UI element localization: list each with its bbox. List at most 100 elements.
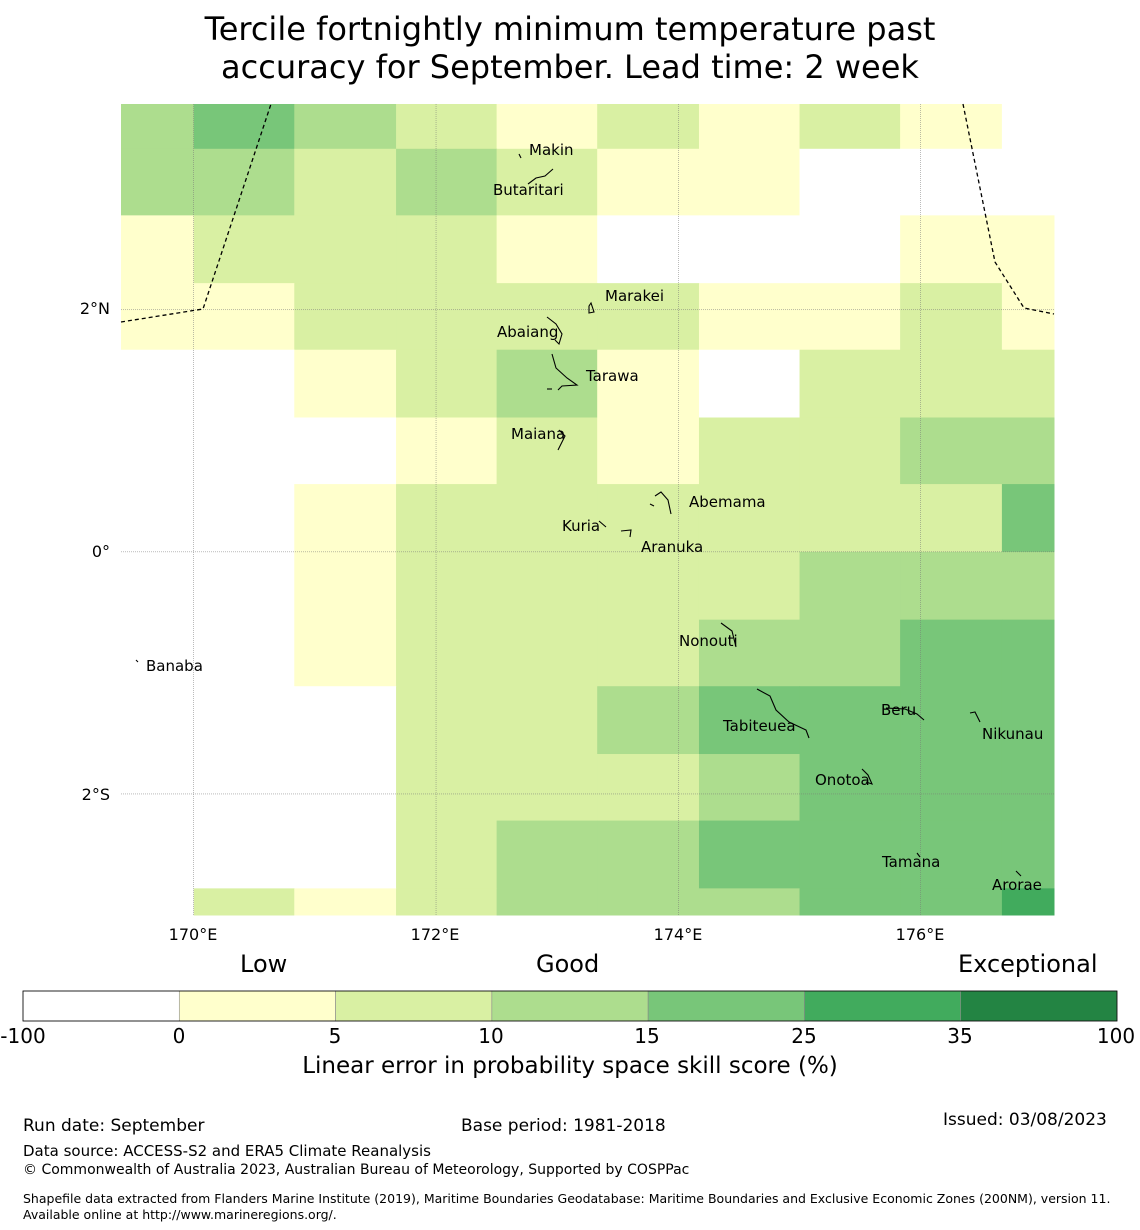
skill-cell	[193, 619, 295, 687]
island-label-tarawa: Tarawa	[586, 367, 639, 385]
skill-cell	[900, 349, 1003, 419]
skill-cell	[121, 619, 195, 687]
island-label-butaritari: Butaritari	[493, 181, 564, 199]
colorbar-category-low: Low	[240, 950, 288, 978]
skill-cell	[193, 104, 295, 150]
colorbar-category-good: Good	[536, 950, 600, 978]
skill-cell	[396, 349, 498, 419]
skill-cell	[799, 349, 901, 419]
skill-cell	[294, 417, 397, 485]
island-outline	[649, 503, 655, 507]
skill-cell	[294, 619, 397, 687]
skill-cell	[193, 484, 295, 553]
skill-cell	[121, 888, 195, 916]
skill-cell	[698, 417, 801, 485]
skill-cell	[121, 104, 195, 150]
island-outlines	[135, 153, 1022, 877]
skill-cell	[396, 484, 498, 553]
skill-cell	[597, 686, 700, 755]
colorbar-segment	[335, 990, 493, 1022]
skill-cell	[121, 820, 195, 889]
skill-cell	[799, 888, 901, 916]
skill-cell	[698, 283, 801, 351]
gridlines	[121, 104, 1054, 915]
eez-boundary	[120, 103, 1055, 323]
colorbar-tick-2: 5	[328, 1024, 342, 1048]
skill-cell	[496, 417, 598, 485]
skill-cell	[396, 283, 498, 351]
skill-cell	[396, 148, 498, 216]
island-label-beru: Beru	[881, 701, 917, 719]
colorbar-segment	[178, 990, 336, 1022]
colorbar-tick-6: 35	[947, 1024, 973, 1048]
skill-cell	[294, 215, 397, 284]
colorbar-segment	[22, 990, 180, 1022]
skill-cell	[900, 283, 1003, 351]
island-outline	[588, 301, 595, 314]
lat-label-2n: 2°N	[79, 299, 110, 318]
island-label-kuria: Kuria	[562, 517, 601, 535]
island-label-makin: Makin	[529, 141, 574, 159]
skill-cell	[900, 551, 1003, 621]
skill-cell	[1001, 754, 1055, 822]
island-outline	[518, 153, 522, 159]
skill-cell	[121, 551, 195, 621]
island-outline	[969, 711, 981, 723]
lat-label-2s: 2°S	[81, 785, 110, 804]
skill-cell	[396, 888, 498, 916]
skill-cell	[698, 349, 801, 419]
skill-cell	[1001, 484, 1055, 553]
skill-cell	[193, 215, 295, 284]
colorbar-tick-7: 100	[1096, 1024, 1136, 1048]
skill-cell	[799, 283, 901, 351]
skill-cell	[193, 148, 295, 216]
colorbar-segment	[491, 990, 649, 1022]
skill-cell	[799, 551, 901, 621]
skill-cell	[496, 349, 598, 419]
skill-cell	[698, 820, 801, 889]
skill-cell	[597, 619, 700, 687]
skill-cell	[900, 417, 1003, 485]
colorbar-segment	[804, 990, 962, 1022]
skill-cell	[900, 888, 1003, 916]
skill-cell	[597, 754, 700, 822]
skill-cell	[193, 551, 295, 621]
skill-cell	[294, 349, 397, 419]
island-outline	[598, 520, 607, 528]
skill-cell	[597, 551, 700, 621]
skill-cell	[1001, 551, 1055, 621]
skill-cell	[1001, 148, 1055, 216]
run-date: Run date: September	[23, 1116, 205, 1136]
skill-cell	[698, 754, 801, 822]
skill-cell	[396, 686, 498, 755]
island-outline	[720, 622, 737, 648]
skill-cell	[900, 686, 1003, 755]
colorbar-label: Linear error in probability space skill …	[302, 1053, 838, 1079]
colorbar-tick-0: -100	[0, 1024, 46, 1048]
skill-cell	[396, 619, 498, 687]
skill-cell	[121, 484, 195, 553]
skill-cell	[698, 215, 801, 284]
skill-cell	[1001, 417, 1055, 485]
skill-cell	[1001, 820, 1055, 889]
skill-cell	[1001, 104, 1055, 150]
skill-cell	[121, 215, 195, 284]
island-outline	[885, 707, 925, 721]
skill-cell	[294, 148, 397, 216]
skill-cell	[193, 283, 295, 351]
colorbar-category-exceptional: Exceptional	[958, 950, 1098, 978]
skill-cell	[597, 283, 700, 351]
lon-label-172e: 172°E	[410, 925, 460, 944]
skill-cell	[294, 820, 397, 889]
skill-cells	[121, 104, 1055, 916]
colorbar-segment	[647, 990, 805, 1022]
skill-cell	[597, 215, 700, 284]
skill-cell	[900, 619, 1003, 687]
island-outline	[916, 852, 921, 858]
skill-cell	[496, 686, 598, 755]
skill-cell	[121, 417, 195, 485]
data-source: Data source: ACCESS-S2 and ERA5 Climate …	[23, 1142, 431, 1160]
skill-cell	[396, 417, 498, 485]
skill-cell	[698, 104, 801, 150]
island-outline	[654, 491, 672, 515]
